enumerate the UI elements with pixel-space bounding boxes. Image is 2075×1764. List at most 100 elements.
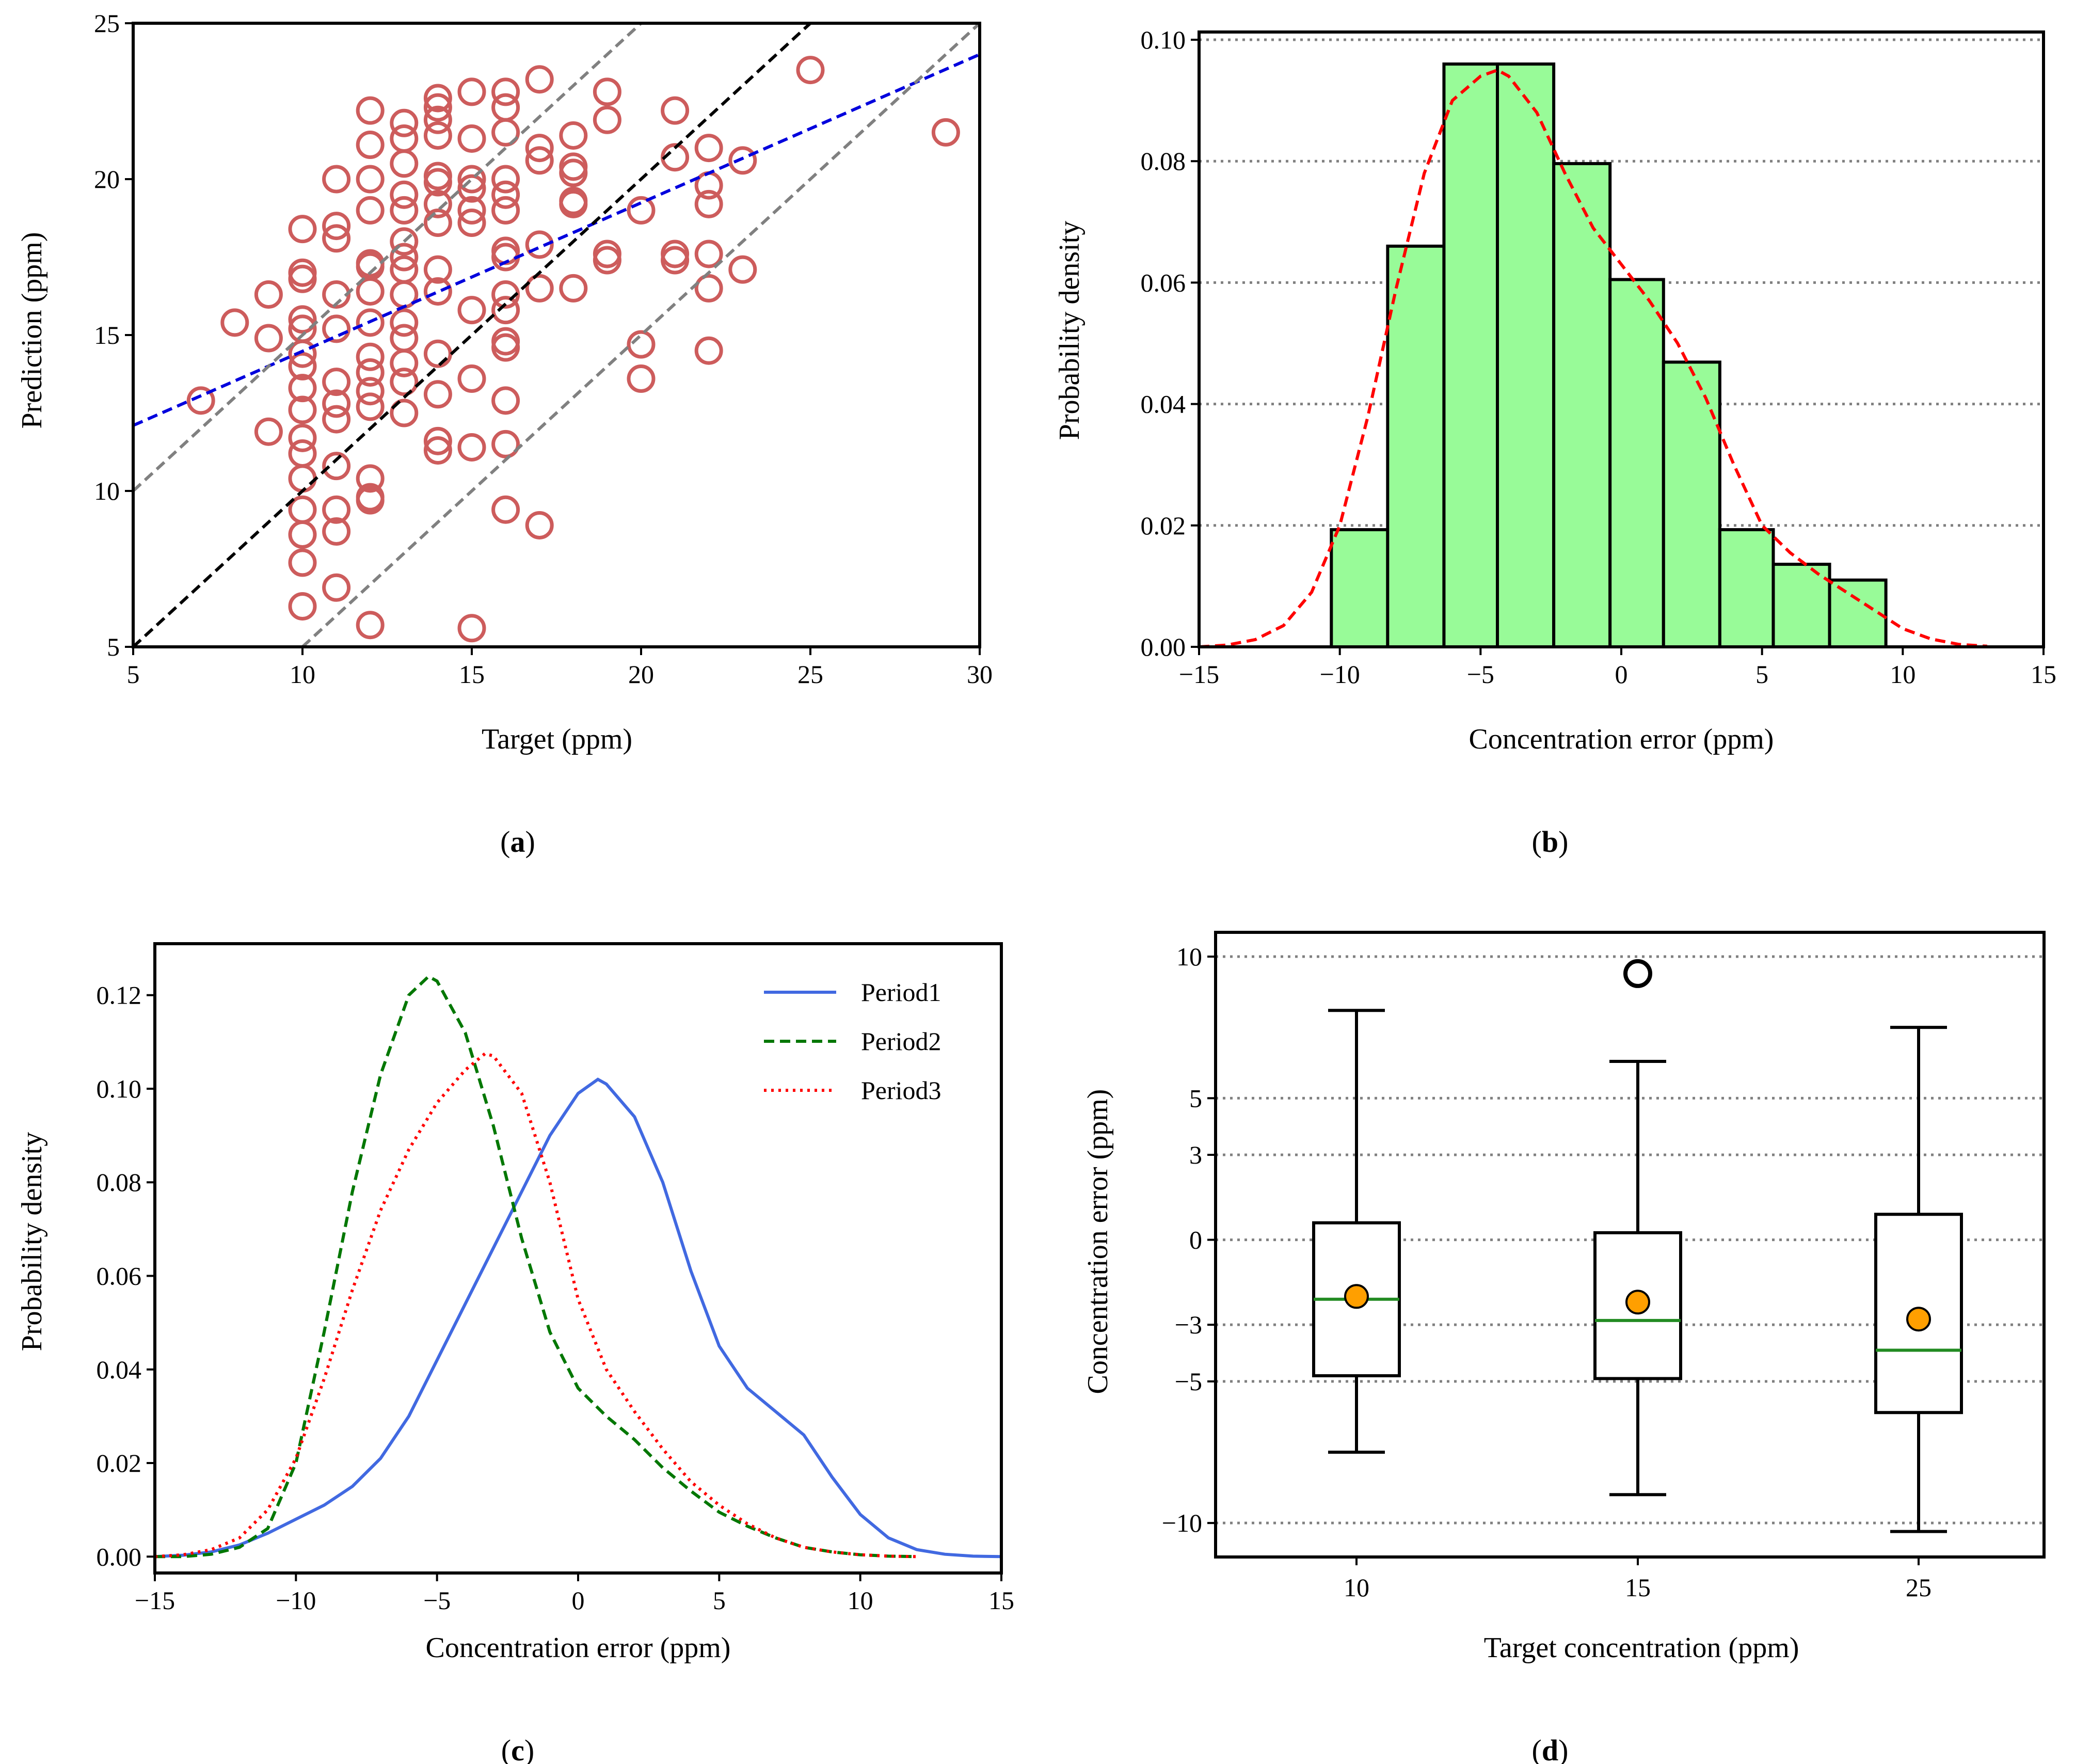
scatter-point <box>288 305 317 334</box>
scatter-point <box>322 405 351 434</box>
panel-a-plot-area <box>133 23 980 647</box>
y-tick-label: 0.08 <box>97 1168 142 1197</box>
x-tick-label: 5 <box>713 1586 726 1615</box>
mean-marker <box>1625 1290 1650 1315</box>
x-tick-label: 0 <box>1615 660 1628 689</box>
line-upper-band <box>133 23 643 492</box>
y-tick-label: 0.10 <box>97 1074 142 1103</box>
scatter-point <box>390 308 419 337</box>
y-tick-label: −5 <box>1175 1367 1202 1396</box>
x-tick-label: 30 <box>967 660 993 689</box>
histogram-bar <box>1828 578 1888 649</box>
y-tick-label: −3 <box>1175 1310 1202 1339</box>
scatter-point <box>288 352 317 380</box>
scatter-point <box>356 392 385 421</box>
scatter-point <box>525 134 554 163</box>
scatter-point <box>694 240 723 268</box>
scatter-point <box>694 336 723 365</box>
x-tick-label: −15 <box>135 1586 175 1615</box>
scatter-point <box>254 417 283 446</box>
panel-b-ylabel: Probability density <box>1054 221 1086 440</box>
scatter-point <box>220 308 249 337</box>
scatter-point <box>322 165 351 194</box>
scatter-point <box>457 209 486 237</box>
panel-d-ylabel: Concentration error (ppm) <box>1082 1089 1114 1394</box>
scatter-point <box>525 230 554 259</box>
scatter-point <box>593 77 621 106</box>
scatter-point <box>254 324 283 353</box>
histogram-bar <box>1330 528 1390 648</box>
scatter-point <box>931 118 960 147</box>
y-tick-label: 0.02 <box>1141 511 1186 540</box>
x-tick-label: 5 <box>127 660 140 689</box>
scatter-point <box>390 368 419 396</box>
x-tick-label: 25 <box>1906 1573 1932 1602</box>
scatter-point <box>423 277 452 306</box>
scatter-point <box>694 189 723 218</box>
scatter-point <box>356 486 385 515</box>
panel-d-xlabel: Target concentration (ppm) <box>1484 1632 1799 1664</box>
scatter-point <box>288 258 317 287</box>
y-tick-label: 5 <box>1189 1084 1202 1113</box>
y-tick-label: 0.12 <box>97 981 142 1010</box>
scatter-point <box>457 124 486 153</box>
histogram-bar <box>1442 62 1499 648</box>
series-period3 <box>154 1052 917 1559</box>
x-tick-label: 25 <box>797 660 823 689</box>
scatter-point <box>559 274 588 303</box>
x-tick-label: 15 <box>459 660 485 689</box>
scatter-point <box>457 296 486 325</box>
x-tick-label: −5 <box>423 1586 451 1615</box>
scatter-point <box>491 386 520 415</box>
outlier-point <box>1623 959 1652 988</box>
scatter-point <box>423 380 452 409</box>
scatter-point <box>390 180 419 209</box>
scatter-point <box>390 399 419 427</box>
scatter-point <box>423 426 452 455</box>
legend-label-period1: Period1 <box>861 978 941 1007</box>
x-tick-label: 15 <box>2031 660 2056 689</box>
scatter-point <box>322 452 351 481</box>
y-tick-label: 0.10 <box>1141 25 1186 54</box>
scatter-point <box>322 517 351 546</box>
scatter-point <box>627 364 656 393</box>
series-period1 <box>154 1077 1002 1559</box>
scatter-point <box>525 146 554 175</box>
y-tick-label: 0.06 <box>1141 268 1186 297</box>
scatter-point <box>423 93 452 122</box>
scatter-point <box>661 96 690 125</box>
scatter-point <box>390 243 419 272</box>
y-tick-label: 0.06 <box>97 1261 142 1290</box>
scatter-point <box>390 196 419 225</box>
scatter-point <box>728 255 757 284</box>
scatter-point <box>491 196 520 225</box>
panel-b-label: (b) <box>1532 825 1569 859</box>
x-tick-label: 15 <box>988 1586 1014 1615</box>
scatter-point <box>593 105 621 134</box>
panel-d-frame <box>1214 931 2046 1559</box>
y-tick-label: 5 <box>107 632 120 661</box>
scatter-point <box>423 105 452 134</box>
scatter-point <box>457 77 486 106</box>
x-tick-label: −5 <box>1467 660 1494 689</box>
y-tick-label: 10 <box>94 476 120 505</box>
scatter-point <box>491 180 520 209</box>
y-tick-label: 0.00 <box>1141 632 1186 661</box>
y-tick-label: 0.04 <box>1141 390 1186 419</box>
panel-b-histogram: Concentration error (ppm) Probability de… <box>1054 25 2056 859</box>
scatter-point <box>423 255 452 284</box>
scatter-point <box>288 520 317 549</box>
scatter-point <box>390 227 419 256</box>
scatter-point <box>457 614 486 643</box>
scatter-point <box>390 149 419 178</box>
scatter-point <box>356 611 385 640</box>
histogram-bar <box>1718 528 1775 648</box>
scatter-point <box>288 339 317 368</box>
y-tick-label: 0 <box>1189 1226 1202 1254</box>
scatter-point <box>559 189 588 218</box>
panel-d-label: (d) <box>1532 1734 1569 1764</box>
scatter-point <box>356 277 385 306</box>
scatter-point <box>525 511 554 539</box>
line-identity <box>133 23 812 647</box>
panel-a-ylabel: Prediction (ppm) <box>16 232 48 428</box>
